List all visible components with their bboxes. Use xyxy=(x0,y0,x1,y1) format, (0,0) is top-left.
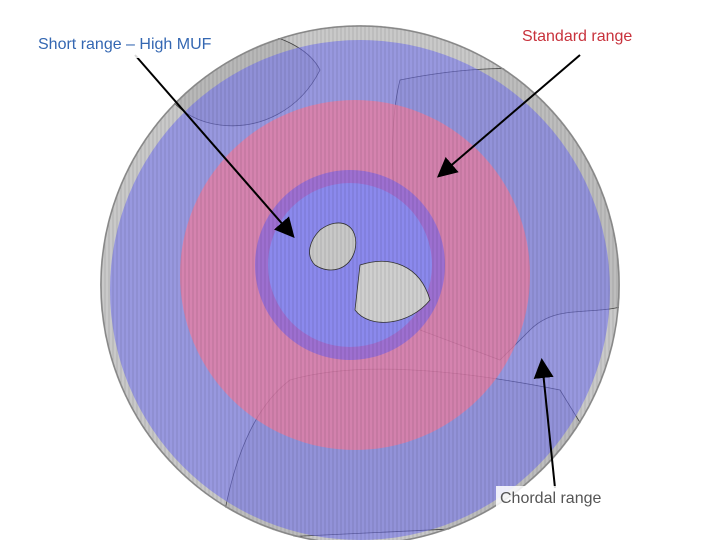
standard-range-label: Standard range xyxy=(522,28,632,45)
chordal-range-arrow xyxy=(533,358,556,489)
chordal-range-label: Chordal range xyxy=(500,490,602,507)
short-range-arrow xyxy=(134,54,295,239)
chordal-label-bg xyxy=(496,486,614,512)
short-range-label: Short range – High MUF xyxy=(38,36,212,53)
standard-label-bg xyxy=(518,24,646,50)
globe-edge xyxy=(100,25,620,540)
standard-range-arrow xyxy=(436,54,581,178)
short-label-bg xyxy=(34,32,230,58)
